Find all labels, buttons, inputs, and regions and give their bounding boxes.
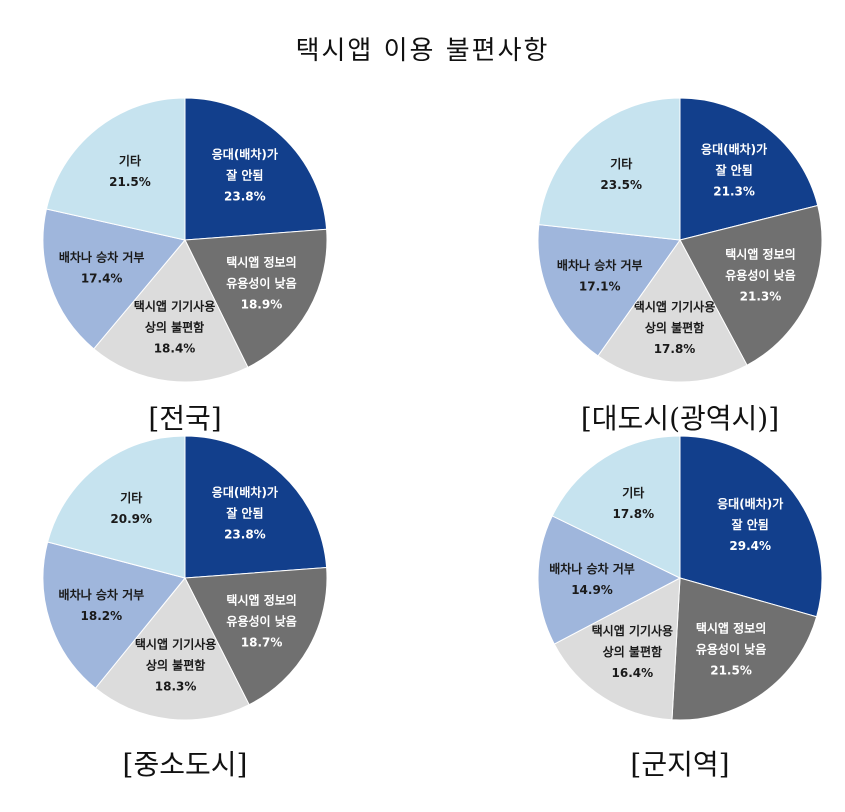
slice-value-label: 18.4% [154,341,196,355]
slice-value-label: 23.8% [224,528,266,542]
slice-value-label: 21.3% [740,290,782,304]
pie-slice-etc [47,435,186,579]
slice-category-label: 택시앱 정보의 [696,621,766,636]
slice-value-label: 23.5% [600,178,642,192]
slice-category-label: 유용성이 낮음 [725,268,795,283]
pie-slice-dispatch [184,435,328,579]
slice-category-label: 기타 [610,156,632,171]
pie-slice-etc [45,97,186,241]
slice-category-label: 기타 [119,153,141,168]
chart-caption: [대도시(광역시)] [580,402,780,435]
pie-slice-refusal [537,515,682,645]
pie-slice-device [597,239,748,383]
slice-value-label: 23.8% [224,189,266,203]
slice-value-label: 17.4% [81,272,123,286]
slice-value-label: 21.5% [710,664,752,678]
chart-caption: [중소도시] [122,748,248,781]
slice-value-label: 17.1% [579,280,621,294]
slice-category-label: 택시앱 기기사용 [134,298,215,313]
slice-category-label: 잘 안됨 [226,506,263,521]
slice-category-label: 택시앱 기기사용 [592,623,673,638]
slice-category-label: 상의 불편함 [603,644,662,659]
pie-slice-refusal [42,208,186,350]
slice-value-label: 21.3% [713,185,755,199]
chart-caption: [전국] [148,402,222,435]
pie-slice-refusal [537,224,681,357]
slice-value-label: 21.5% [109,175,151,189]
slice-category-label: 응대(배차)가 [212,485,278,500]
slice-category-label: 택시앱 정보의 [226,255,296,270]
slice-category-label: 유용성이 낮음 [226,613,296,628]
page-title: 택시앱 이용 불편사항 [295,36,550,66]
pie-slice-dispatch [184,97,328,241]
slice-category-label: 배차나 승차 거부 [557,258,643,273]
slice-category-label: 잘 안됨 [226,167,263,182]
pie-slice-info [184,566,328,706]
slice-category-label: 택시앱 정보의 [725,247,795,262]
pie-slice-device [94,577,250,721]
slice-value-label: 16.4% [612,666,654,680]
pie-slice-dispatch [679,97,819,241]
pie-slice-info [671,577,818,721]
slice-category-label: 배차나 승차 거부 [59,587,145,602]
slice-value-label: 14.9% [571,583,613,597]
chart-caption: [군지역] [630,748,730,781]
slice-value-label: 17.8% [654,342,696,356]
slice-category-label: 유용성이 낮음 [226,276,296,291]
slice-value-label: 18.3% [155,679,197,693]
slice-category-label: 잘 안됨 [715,163,752,178]
slice-category-label: 상의 불편함 [145,319,204,334]
slice-value-label: 17.8% [612,507,654,521]
slice-category-label: 기타 [622,485,644,500]
pie-slice-device [553,577,681,721]
slice-category-label: 응대(배차)가 [212,146,278,161]
pie-slice-etc [551,435,681,579]
slice-category-label: 잘 안됨 [732,517,769,532]
pie-slice-etc [538,97,681,241]
slice-value-label: 29.4% [729,539,771,553]
slice-value-label: 20.9% [110,512,152,526]
pie-slice-refusal [42,541,186,689]
slice-category-label: 택시앱 정보의 [226,592,296,607]
slice-category-label: 유용성이 낮음 [696,642,766,657]
slice-category-label: 택시앱 기기사용 [135,636,216,651]
slice-category-label: 상의 불편함 [645,320,704,335]
slice-value-label: 18.7% [241,635,283,649]
slice-category-label: 택시앱 기기사용 [634,299,715,314]
slice-category-label: 응대(배차)가 [717,496,783,511]
slice-value-label: 18.9% [241,298,283,312]
pie-slice-device [93,239,249,383]
pie-slice-dispatch [679,435,823,618]
slice-category-label: 응대(배차)가 [701,142,767,157]
slice-category-label: 기타 [120,490,142,505]
slice-category-label: 상의 불편함 [146,657,205,672]
slice-category-label: 배차나 승차 거부 [549,561,635,576]
slice-category-label: 배차나 승차 거부 [59,250,145,265]
pie-slice-info [184,228,328,368]
pie-slice-info [679,204,823,366]
slice-value-label: 18.2% [81,609,123,623]
